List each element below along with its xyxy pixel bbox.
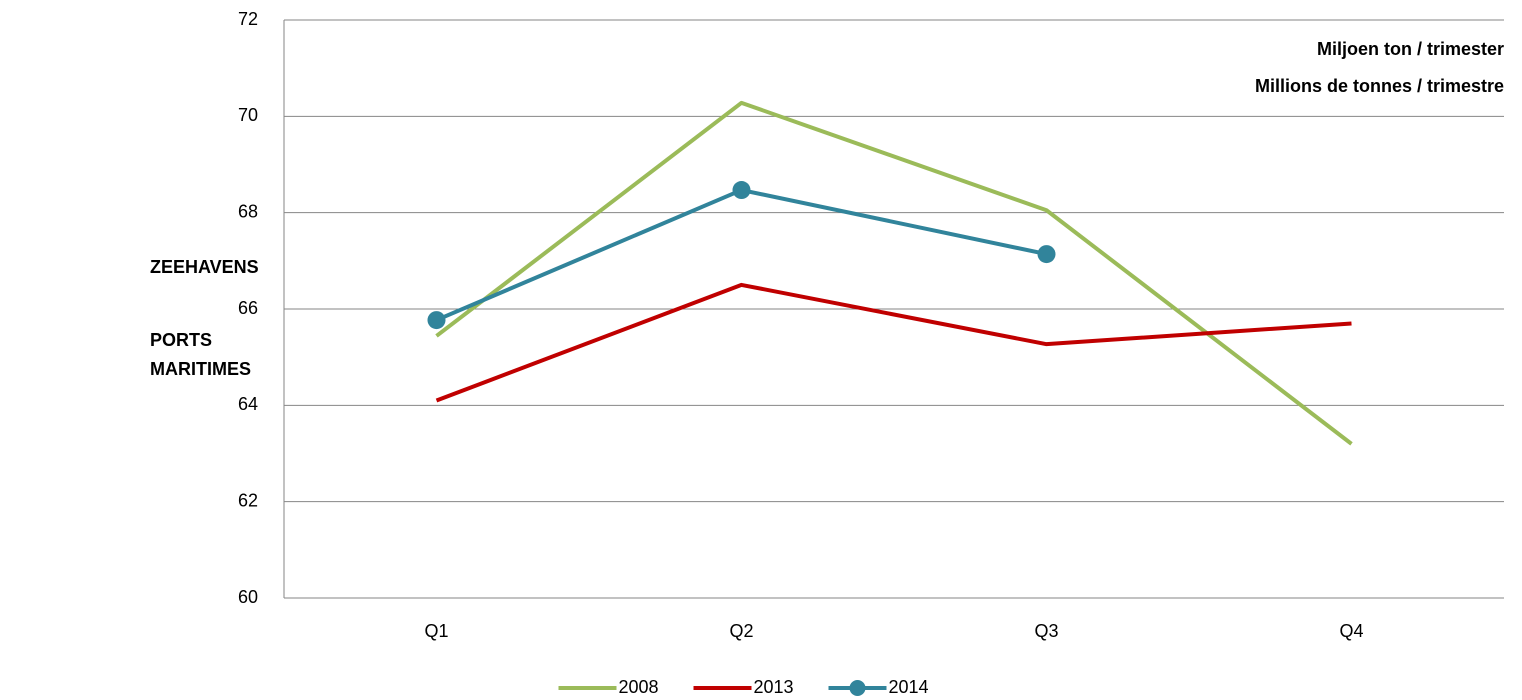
series-line	[435, 100, 1353, 446]
side-label: PORTS	[150, 330, 212, 350]
y-tick-label: 72	[238, 9, 258, 29]
legend-label: 2014	[889, 677, 929, 697]
series-line	[435, 188, 1047, 322]
series-marker	[427, 311, 446, 330]
side-label: ZEEHAVENS	[150, 257, 259, 277]
legend-marker	[849, 680, 866, 696]
y-tick-label: 66	[238, 298, 258, 318]
y-tick-label: 70	[238, 105, 258, 125]
legend-label: 2013	[754, 677, 794, 697]
series-line	[435, 282, 1352, 403]
unit-label: Miljoen ton / trimester	[1317, 39, 1504, 59]
series-marker	[732, 181, 751, 200]
y-tick-label: 64	[238, 394, 258, 414]
x-tick-label: Q4	[1339, 621, 1363, 641]
y-tick-label: 68	[238, 201, 258, 221]
y-tick-label: 62	[238, 490, 258, 510]
legend-label: 2008	[619, 677, 659, 697]
side-label: MARITIMES	[150, 359, 251, 379]
y-tick-label: 60	[238, 587, 258, 607]
x-tick-label: Q1	[424, 621, 448, 641]
x-tick-label: Q3	[1034, 621, 1058, 641]
x-tick-label: Q2	[729, 621, 753, 641]
unit-label: Millions de tonnes / trimestre	[1255, 76, 1504, 96]
series-marker	[1037, 245, 1056, 264]
